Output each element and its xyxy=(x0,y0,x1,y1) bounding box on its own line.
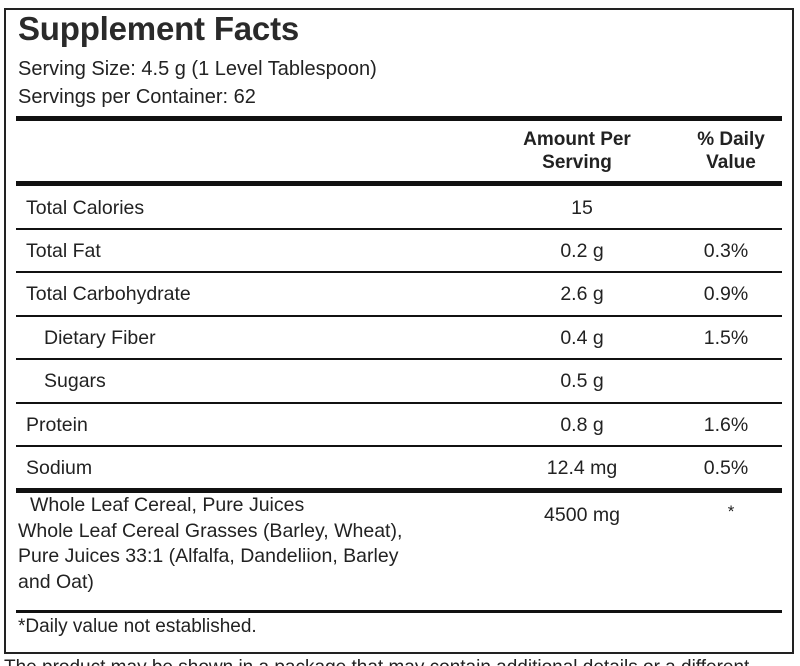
blend-line: Pure Juices 33:1 (Alfalfa, Dandeliion, B… xyxy=(18,545,399,567)
servings-per-container: Servings per Container: 62 xyxy=(18,86,256,108)
row-divider xyxy=(16,315,782,317)
blend-dv: * xyxy=(727,502,735,521)
header-rule xyxy=(16,116,782,121)
nutrient-amount: 0.5 g xyxy=(560,370,604,392)
nutrient-name: Sugars xyxy=(44,370,106,392)
nutrient-amount: 0.2 g xyxy=(560,240,604,262)
panel-title: Supplement Facts xyxy=(18,10,300,47)
table-row: Total Fat 0.2 g 0.3% xyxy=(16,229,782,272)
nutrient-dv: 1.6% xyxy=(703,414,749,436)
nutrient-dv: 0.5% xyxy=(703,457,749,479)
blend-line: Whole Leaf Cereal, Pure Juices xyxy=(30,494,305,516)
row-divider xyxy=(16,358,782,360)
blend-line: and Oat) xyxy=(18,570,94,593)
serving-size: Serving Size: 4.5 g (1 Level Tablespoon) xyxy=(18,58,377,80)
proprietary-blend: Whole Leaf Cereal, Pure Juices Whole Lea… xyxy=(18,493,402,595)
nutrient-amount: 15 xyxy=(571,197,593,219)
column-header-rule xyxy=(16,181,782,186)
row-divider xyxy=(16,271,782,273)
blend-amount: 4500 mg xyxy=(544,504,620,526)
nutrient-name: Sodium xyxy=(26,457,93,479)
table-row: Total Carbohydrate 2.6 g 0.9% xyxy=(16,272,782,315)
blend-line: Whole Leaf Cereal Grasses (Barley, Wheat… xyxy=(18,519,403,542)
nutrient-amount: 0.8 g xyxy=(560,414,604,436)
footnote: *Daily value not established. xyxy=(18,616,257,637)
amount-header: Amount Per Serving xyxy=(523,129,631,173)
blend-rule xyxy=(16,488,782,493)
nutrient-amount: 12.4 mg xyxy=(546,457,618,479)
row-divider xyxy=(16,228,782,230)
nutrient-name: Total Calories xyxy=(26,197,145,219)
nutrient-amount: 0.4 g xyxy=(560,327,604,349)
daily-value-header: % Daily Value xyxy=(697,129,765,173)
table-row: Total Calories 15 xyxy=(16,186,782,229)
footnote-rule xyxy=(16,610,782,613)
nutrient-name: Protein xyxy=(26,414,88,436)
row-divider xyxy=(16,445,782,447)
nutrient-name: Dietary Fiber xyxy=(44,327,156,349)
cut-off-text: The product may be shown in a package th… xyxy=(4,657,749,666)
nutrient-name: Total Carbohydrate xyxy=(26,283,191,305)
table-row: Protein 0.8 g 1.6% xyxy=(16,403,782,446)
row-divider xyxy=(16,402,782,404)
supplement-facts-panel xyxy=(4,8,794,654)
nutrient-amount: 2.6 g xyxy=(560,283,604,305)
nutrient-name: Total Fat xyxy=(26,240,101,262)
table-row: Dietary Fiber 0.4 g 1.5% xyxy=(16,316,782,359)
nutrient-dv: 0.3% xyxy=(703,240,749,262)
cut-off-text-strip: The product may be shown in a package th… xyxy=(0,655,800,666)
table-row: Sodium 12.4 mg 0.5% xyxy=(16,446,782,489)
nutrient-dv: 1.5% xyxy=(703,327,749,349)
nutrient-dv: 0.9% xyxy=(703,283,749,305)
table-row: Sugars 0.5 g xyxy=(16,359,782,402)
